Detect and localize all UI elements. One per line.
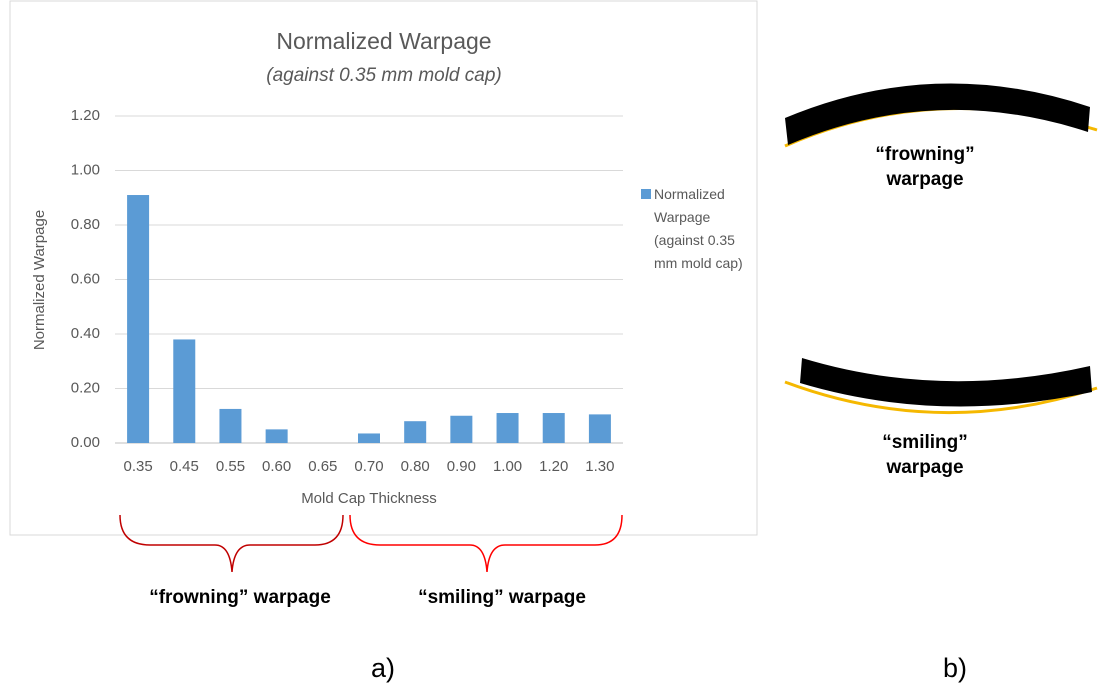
y-tick-label: 0.80 [71,216,100,233]
chart-subtitle: (against 0.35 mm mold cap) [266,65,502,86]
diagram-label-box: “smiling” warpage [845,430,1005,490]
page: Normalized Warpage (against 0.35 mm mold… [0,0,1099,690]
x-axis-label: Mold Cap Thickness [301,490,437,507]
x-tick-label: 0.45 [170,458,199,475]
bar [543,413,565,443]
y-tick-label: 0.40 [71,325,100,342]
legend: Normalized Warpage (against 0.35 mm mold… [654,183,754,313]
panel-label: a) [371,653,395,683]
bar [219,409,241,443]
bar [266,429,288,443]
x-tick-label: 0.35 [123,458,152,475]
x-tick-label: 0.60 [262,458,291,475]
x-tick-label: 0.80 [401,458,430,475]
bar [127,195,149,443]
package [785,83,1090,145]
bar [358,433,380,443]
x-tick-label: 1.00 [493,458,522,475]
y-axis-label: Normalized Warpage [31,210,48,350]
y-tick-label: 1.00 [71,161,100,178]
x-tick-label: 1.30 [585,458,614,475]
bar [497,413,519,443]
x-tick-label: 0.55 [216,458,245,475]
bar [404,421,426,443]
bar [173,339,195,443]
x-tick-label: 0.70 [354,458,383,475]
x-tick-label: 0.90 [447,458,476,475]
y-tick-label: 0.00 [71,434,100,451]
legend-swatch [641,189,651,199]
y-tick-label: 0.60 [71,270,100,287]
bar [589,414,611,443]
chart-title: Normalized Warpage [276,28,491,54]
diagram-label-box: “frowning” warpage [845,142,1005,202]
x-tick-label: 0.65 [308,458,337,475]
panel-label: b) [943,653,967,683]
diagram-label: “frowning” warpage [870,142,980,192]
legend-label: Normalized Warpage (against 0.35 mm mold… [654,183,754,275]
annotation: “frowning” warpage [149,587,331,608]
y-tick-label: 0.20 [71,379,100,396]
chart: Normalized Warpage (against 0.35 mm mold… [0,0,1099,690]
x-tick-label: 1.20 [539,458,568,475]
bar [450,416,472,443]
diagram-label: “smiling” warpage [870,430,980,480]
annotation: “smiling” warpage [418,587,586,608]
y-tick-label: 1.20 [71,107,100,124]
